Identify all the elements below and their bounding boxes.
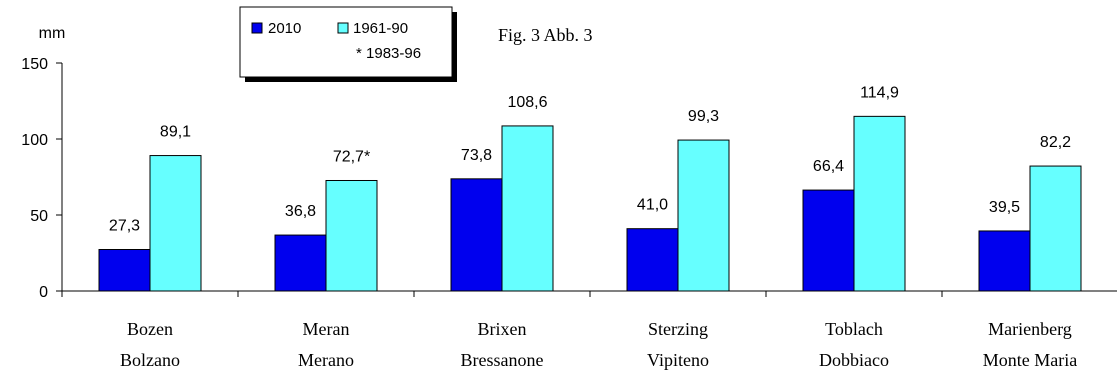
category-label-german: Brixen [478,319,527,339]
legend: 2010 1961-90 * 1983-96 [239,6,457,82]
data-label: 73,8 [461,147,492,164]
data-label: 41,0 [637,197,668,214]
data-label: 72,7* [333,148,370,165]
bar-1961-90 [149,155,202,292]
legend-swatch-1961-90 [337,22,349,34]
bar-2010 [98,249,151,292]
category-label-german: Sterzing [648,319,708,339]
bars [98,115,1082,292]
y-tick-label: 0 [39,284,48,301]
bar-1961-90 [501,125,554,292]
y-tick-label: 50 [30,208,48,225]
bar-2010 [978,230,1031,292]
category-label-german: Meran [303,319,350,339]
category-label-german: Bozen [127,319,173,339]
y-axis: 0 50 100 150 [21,56,63,301]
data-label: 108,6 [507,94,547,111]
data-label: 27,3 [109,218,140,235]
bar-1961-90 [853,115,906,292]
category-label-german: Toblach [825,319,883,339]
y-axis-unit-label: mm [39,25,66,42]
legend-note: * 1983-96 [356,45,421,62]
data-label: 114,9 [860,84,899,101]
bar-1961-90 [677,139,730,292]
category-label-italian: Vipiteno [647,350,709,370]
legend-swatch-2010 [251,22,263,34]
bar-2010 [626,228,679,292]
category-label-italian: Dobbiaco [819,350,889,370]
data-label: 66,4 [813,158,844,175]
bar-1961-90 [1029,165,1082,292]
y-tick-label: 150 [21,56,48,73]
category-label-italian: Monte Maria [983,350,1077,370]
y-tick-label: 100 [21,132,48,149]
bar-2010 [274,234,327,292]
category-label-italian: Bressanone [461,350,544,370]
data-label: 82,2 [1040,134,1071,151]
category-label-italian: Merano [298,350,354,370]
data-label: 39,5 [989,199,1020,216]
legend-box [239,6,453,78]
category-label-italian: Bolzano [120,350,180,370]
data-label: 36,8 [285,203,316,220]
category-label-german: Marienberg [988,319,1072,339]
legend-label-2010: 2010 [268,20,301,37]
category-labels: Bozen Bolzano Meran Merano Brixen Bressanone S… [120,319,1077,370]
legend-label-1961-90: 1961-90 [353,20,408,37]
bar-1961-90 [325,179,378,292]
bar-2010 [802,189,855,292]
data-label: 89,1 [160,124,191,141]
x-axis [61,290,1117,297]
data-labels: 27,3 89,1 36,8 72,7* 73,8 108,6 41,0 99,3 66,4 11… [109,84,1071,234]
data-label: 99,3 [688,108,719,125]
figure-caption: Fig. 3 Abb. 3 [498,25,593,45]
bar-2010 [450,178,503,292]
